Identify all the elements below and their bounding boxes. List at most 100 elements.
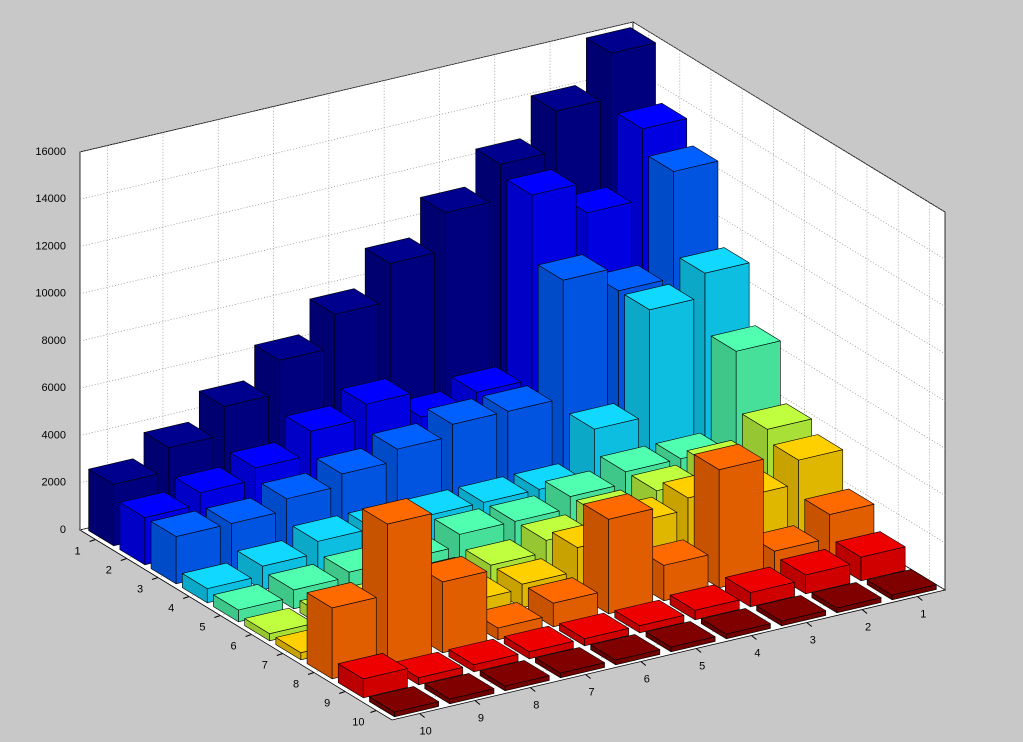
bar <box>614 599 685 634</box>
bar-top <box>424 673 495 700</box>
bar-top <box>458 476 529 503</box>
x-tick-label: 7 <box>262 659 268 671</box>
bar-top <box>268 563 339 591</box>
y-tick-label: 6 <box>644 673 650 685</box>
bar-top <box>482 385 553 412</box>
bar-top <box>362 498 432 525</box>
bar-top <box>756 595 827 622</box>
z-tick-label: 16000 <box>35 146 66 158</box>
z-tick-label: 0 <box>60 524 66 536</box>
x-tick-label: 3 <box>137 583 143 595</box>
bar-top <box>503 625 574 653</box>
x-tick-label: 6 <box>231 640 237 652</box>
grid-line <box>79 68 946 260</box>
x-tick <box>276 653 283 656</box>
bar-top <box>669 584 740 611</box>
bar-top <box>119 491 190 518</box>
bar-top <box>489 495 560 522</box>
x-tick-label: 4 <box>168 602 174 614</box>
bar-top <box>261 472 332 500</box>
bar-top <box>316 448 387 475</box>
x-tick-label: 8 <box>293 678 299 690</box>
bar-top <box>451 366 522 393</box>
bar-top <box>174 466 245 494</box>
bar <box>213 584 283 623</box>
bar <box>725 566 795 608</box>
x-tick-label: 2 <box>106 564 112 576</box>
bar-top <box>448 638 519 666</box>
bar <box>559 612 629 647</box>
y-tick-label: 4 <box>754 647 760 659</box>
bar <box>780 548 851 595</box>
y-tick-label: 9 <box>478 712 484 724</box>
bar-top <box>364 237 435 264</box>
bar-top <box>479 660 550 687</box>
x-tick <box>120 558 127 561</box>
x-tick-label: 9 <box>324 697 330 709</box>
bar <box>645 621 716 653</box>
bar-top <box>213 584 283 611</box>
x-tick <box>214 615 221 618</box>
bar-top <box>645 621 716 648</box>
bar <box>527 577 598 628</box>
bar-top <box>198 380 269 407</box>
bar-top <box>434 508 505 535</box>
bar-top <box>835 531 906 558</box>
bar-top <box>638 539 709 566</box>
y-tick <box>861 609 868 614</box>
bar <box>535 647 605 679</box>
y-tick-label: 1 <box>920 608 926 620</box>
grid-line <box>79 163 946 355</box>
bar-top <box>506 169 577 196</box>
bar <box>306 582 377 680</box>
z-tick-label: 14000 <box>35 193 66 205</box>
bar-top <box>337 652 408 680</box>
bar-face <box>387 513 432 667</box>
bar <box>669 584 740 621</box>
bar-top <box>561 186 632 214</box>
bar <box>448 638 519 673</box>
bar-top <box>773 434 844 461</box>
y-tick <box>419 713 425 718</box>
y-tick-label: 8 <box>533 699 539 711</box>
bar-top <box>586 27 656 54</box>
y-tick <box>751 635 757 640</box>
bar-top <box>530 85 601 112</box>
bar-face <box>442 571 488 654</box>
bar-top <box>866 569 937 596</box>
bar-top <box>88 458 159 485</box>
bar-top <box>569 403 639 430</box>
y-tick-label: 2 <box>865 621 871 633</box>
bar-top <box>340 378 411 405</box>
bar-top <box>648 145 719 172</box>
bar-top <box>742 403 812 430</box>
bar-top <box>292 515 363 542</box>
bar-top <box>496 558 567 585</box>
bar-top <box>679 247 750 274</box>
bar-top <box>369 686 439 713</box>
bar <box>866 569 937 601</box>
y-tick <box>529 687 536 692</box>
x-tick <box>339 691 346 694</box>
bar-top <box>693 443 764 470</box>
x-tick-label: 10 <box>352 716 364 728</box>
x-tick <box>183 596 190 599</box>
z-tick-label: 12000 <box>35 240 66 252</box>
bar-top <box>590 634 661 661</box>
y-tick-label: 10 <box>420 725 432 737</box>
bar-top <box>244 607 315 635</box>
bar <box>150 510 221 585</box>
bar <box>479 660 550 692</box>
bar-top <box>371 423 442 450</box>
bar-top <box>725 566 795 593</box>
x-tick <box>307 672 315 675</box>
bar <box>369 686 439 718</box>
bar-top <box>309 288 380 315</box>
bar-top <box>230 442 300 469</box>
bar <box>700 608 771 640</box>
z-tick-label: 8000 <box>42 335 66 347</box>
bar <box>503 625 574 660</box>
bar-face <box>608 508 654 615</box>
y-tick <box>640 661 647 666</box>
